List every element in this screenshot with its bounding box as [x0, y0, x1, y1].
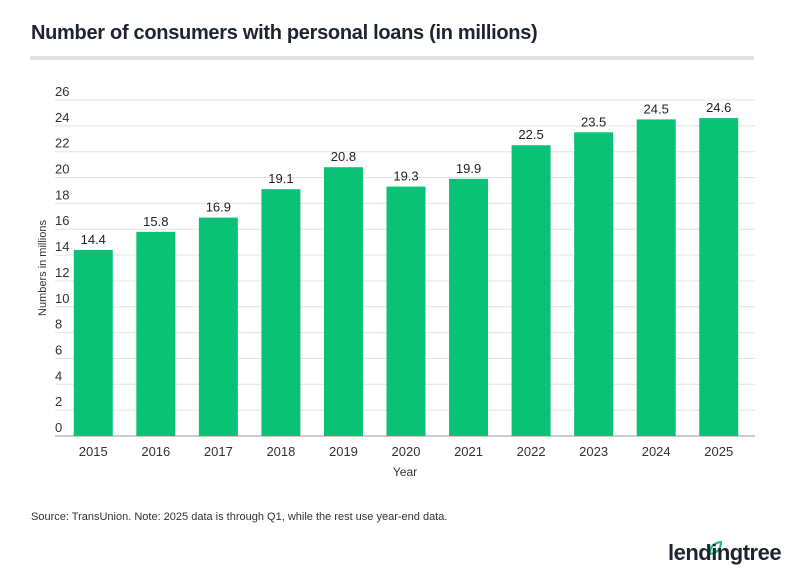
- bar: [323, 167, 363, 436]
- y-tick-label: 8: [55, 317, 62, 332]
- bar: [386, 186, 426, 436]
- bar: [449, 178, 489, 437]
- y-tick-label: 12: [55, 265, 69, 280]
- x-tick-label: 2018: [266, 444, 295, 459]
- bar: [636, 119, 676, 436]
- x-tick-label: 2022: [517, 444, 546, 459]
- x-tick-label: 2020: [392, 444, 421, 459]
- bar: [73, 249, 113, 436]
- bar: [699, 118, 739, 436]
- y-tick-label: 22: [55, 136, 69, 151]
- y-tick-label: 10: [55, 291, 69, 306]
- bar: [511, 145, 551, 436]
- title-divider: [30, 56, 754, 60]
- y-tick-label: 20: [55, 162, 69, 177]
- y-tick-label: 4: [55, 368, 62, 383]
- x-tick-label: 2025: [704, 444, 733, 459]
- data-label: 15.8: [143, 214, 168, 229]
- lendingtree-logo: lendingtree: [668, 540, 782, 565]
- x-tick-label: 2016: [141, 444, 170, 459]
- y-tick-label: 16: [55, 213, 69, 228]
- bar: [261, 189, 301, 436]
- x-tick-label: 2021: [454, 444, 483, 459]
- data-label: 20.8: [331, 149, 356, 164]
- data-label: 19.3: [393, 169, 418, 184]
- y-tick-label: 24: [55, 110, 69, 125]
- source-note: Source: TransUnion. Note: 2025 data is t…: [31, 511, 448, 523]
- y-tick-label: 18: [55, 187, 69, 202]
- data-label: 22.5: [518, 127, 543, 142]
- bar-chart: 0246810121416182022242614.4201515.820161…: [37, 84, 755, 479]
- x-tick-label: 2019: [329, 444, 358, 459]
- x-axis-label: Year: [393, 465, 417, 479]
- data-label: 14.4: [81, 232, 106, 247]
- chart-title: Number of consumers with personal loans …: [31, 22, 538, 44]
- y-axis-label: Numbers in millions: [37, 220, 49, 316]
- bar: [136, 231, 176, 436]
- y-tick-label: 6: [55, 342, 62, 357]
- y-tick-label: 14: [55, 239, 69, 254]
- data-label: 24.6: [706, 100, 731, 115]
- x-tick-label: 2023: [579, 444, 608, 459]
- data-label: 19.1: [268, 171, 293, 186]
- data-label: 23.5: [581, 114, 606, 129]
- data-label: 19.9: [456, 161, 481, 176]
- bar: [574, 132, 614, 437]
- x-tick-label: 2015: [79, 444, 108, 459]
- x-tick-label: 2017: [204, 444, 233, 459]
- bar: [198, 217, 238, 436]
- data-label: 24.5: [644, 101, 669, 116]
- y-tick-label: 26: [55, 84, 69, 99]
- y-tick-label: 2: [55, 394, 62, 409]
- data-label: 16.9: [206, 200, 231, 215]
- x-tick-label: 2024: [642, 444, 671, 459]
- leaf-icon: [708, 541, 722, 555]
- y-tick-label: 0: [55, 420, 62, 435]
